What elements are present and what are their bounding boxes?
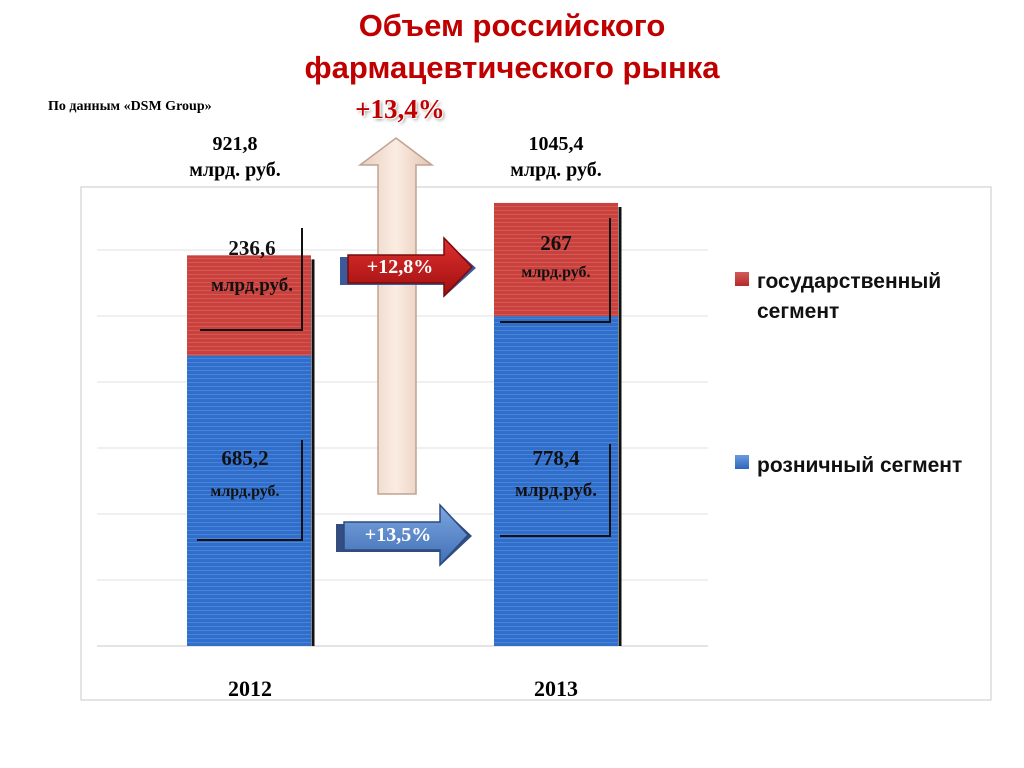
total-growth-arrow: [357, 137, 435, 495]
bar-government-2013: [494, 202, 618, 317]
total-label-2013: 1045,4 млрд. руб.: [481, 131, 631, 183]
total-value-2013: 1045,4: [528, 133, 584, 155]
segment-bracket-2013-1: [500, 444, 611, 537]
retail-value-label-2013: 778,4: [532, 446, 580, 470]
x-tick-label-2012: 2012: [228, 676, 272, 701]
gov-value-label-2013: 267: [540, 231, 572, 255]
total-label-2012: 921,8 млрд. руб.: [160, 131, 310, 183]
total-value-2012: 921,8: [212, 133, 258, 155]
bar-retail-2012: [187, 355, 311, 646]
chart-title-line-2: фармацевтического рынка: [304, 50, 720, 85]
total-unit-2013: млрд. руб.: [510, 159, 602, 181]
total-growth-label: +13,4%: [355, 94, 445, 124]
legend-label-retail: розничный сегмент: [757, 454, 963, 477]
retail-value-label-2012: 685,2: [221, 446, 269, 470]
segment-bracket-2012-0: [200, 228, 303, 331]
government-growth-label: +12,8%: [366, 256, 434, 278]
chart-title-line-1: Объем российского: [358, 8, 666, 43]
total-unit-2012: млрд. руб.: [189, 159, 281, 181]
segment-bracket-2013-0: [500, 218, 611, 323]
government-growth-arrow: [347, 236, 474, 298]
gov-value-label-2012: 236,6: [228, 236, 276, 260]
segment-bracket-2012-1: [197, 440, 303, 541]
source-note: По данным «DSM Group»: [48, 99, 212, 114]
legend-label-government: государственный сегмент: [757, 270, 942, 323]
retail-unit-label-2012: млрд.руб.: [210, 483, 280, 500]
x-tick-label-2013: 2013: [534, 676, 578, 701]
bar-retail-2013: [494, 316, 618, 646]
retail-growth-arrow: [343, 503, 470, 567]
gov-unit-label-2012: млрд.руб.: [210, 275, 294, 296]
bars: [187, 202, 622, 646]
legend-swatch-government: [735, 272, 749, 286]
retail-growth-label: +13,5%: [364, 524, 432, 546]
legend-swatch-retail: [735, 455, 749, 469]
gov-unit-label-2013: млрд.руб.: [521, 264, 591, 281]
bar-government-2012: [187, 255, 311, 356]
retail-unit-label-2013: млрд.руб.: [514, 480, 598, 501]
